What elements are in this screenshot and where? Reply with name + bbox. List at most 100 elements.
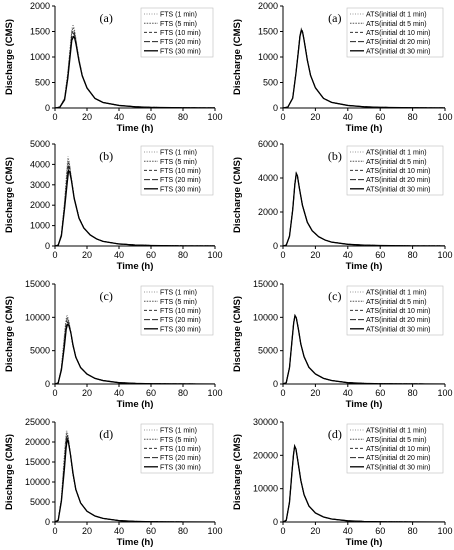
x-axis-label: Time (h) [117,261,154,272]
y-tick-label: 0 [45,103,50,113]
legend-entry: FTS (20 min) [160,177,201,184]
x-tick-label: 100 [437,250,452,260]
x-tick-label: 40 [114,250,124,260]
series-line-5 [283,443,445,522]
y-tick-label: 2000 [30,1,50,11]
legend-entry: ATS(initial dt 5 min) [366,299,427,306]
x-axis-label: Time (h) [346,537,383,548]
legend-entry: FTS (20 min) [160,455,201,462]
legend-entry: FTS (5 min) [160,21,197,28]
x-tick-label: 0 [52,112,57,122]
legend-entry: ATS(initial dt 20 min) [366,39,430,46]
y-tick-label: 1000 [30,52,50,62]
y-tick-label: 2000 [30,200,50,210]
legend-entry: ATS(initial dt 30 min) [366,326,430,333]
y-tick-label: 1500 [258,27,278,37]
x-tick-label: 80 [178,388,188,398]
legend-entry: ATS(initial dt 5 min) [366,437,427,444]
series-line-5 [283,28,445,108]
x-tick-label: 60 [146,112,156,122]
x-tick-label: 20 [310,388,320,398]
legend-entry: ATS(initial dt 20 min) [366,455,430,462]
legend-entry: ATS(initial dt 5 min) [366,159,427,166]
x-tick-label: 0 [280,112,285,122]
y-axis-label: Discharge (CMS) [4,19,15,95]
legend-entry: ATS(initial dt 10 min) [366,168,430,175]
x-axis-label: Time (h) [346,399,383,410]
x-axis-label: Time (h) [117,123,154,134]
x-tick-label: 0 [280,388,285,398]
legend-entry: ATS(initial dt 10 min) [366,308,430,315]
y-axis-label: Discharge (CMS) [232,19,243,95]
y-tick-label: 5000 [30,497,50,507]
x-tick-label: 100 [207,388,222,398]
x-tick-label: 20 [310,526,320,536]
series-line-5 [55,35,215,108]
y-tick-label: 0 [273,379,278,389]
x-tick-label: 40 [114,388,124,398]
y-tick-label: 0 [273,103,278,113]
legend-entry: FTS (30 min) [160,326,201,333]
x-tick-label: 20 [310,250,320,260]
legend-entry: FTS (1 min) [160,428,197,435]
y-tick-label: 0 [273,517,278,527]
x-tick-label: 60 [146,250,156,260]
x-tick-label: 0 [52,250,57,260]
x-tick-label: 80 [408,250,418,260]
panel-label: (b) [328,149,342,163]
legend-entry: FTS (10 min) [160,308,201,315]
y-tick-label: 30000 [253,417,278,427]
y-tick-label: 4000 [258,173,278,183]
y-tick-label: 500 [35,78,50,88]
legend-entry: FTS (5 min) [160,299,197,306]
panel-label: (c) [328,289,341,303]
x-tick-label: 80 [178,112,188,122]
x-tick-label: 0 [280,526,285,536]
x-tick-label: 20 [82,250,92,260]
legend-entry: FTS (1 min) [160,290,197,297]
y-tick-label: 15000 [25,279,50,289]
x-axis-label: Time (h) [346,123,383,134]
x-tick-label: 20 [82,388,92,398]
x-tick-label: 80 [408,526,418,536]
legend-entry: ATS(initial dt 1 min) [366,290,427,297]
chart-panel-2: 0 500 1000 1500 2000 0 20 40 60 80 100 Time (h) Disc… [232,1,453,134]
x-tick-label: 0 [52,526,57,536]
x-tick-label: 100 [207,250,222,260]
y-axis-label: Discharge (CMS) [232,157,243,233]
y-axis-label: Discharge (CMS) [4,296,15,372]
panel-label: (a) [328,11,341,25]
x-axis-label: Time (h) [346,261,383,272]
legend-entry: ATS(initial dt 20 min) [366,177,430,184]
x-axis-label: Time (h) [117,537,154,548]
y-tick-label: 0 [45,379,50,389]
x-tick-label: 60 [375,112,385,122]
x-tick-label: 40 [114,112,124,122]
x-tick-label: 100 [437,526,452,536]
x-tick-label: 0 [280,250,285,260]
y-tick-label: 500 [263,78,278,88]
legend-entry: FTS (30 min) [160,464,201,471]
legend-entry: ATS(initial dt 30 min) [366,464,430,471]
chart-panel-7: 0 5000 10000 15000 20000 25000 0 20 40 60 80 100 Tim… [4,417,223,548]
legend-box [140,423,214,474]
y-axis-label: Discharge (CMS) [232,296,243,372]
legend-entry: ATS(initial dt 10 min) [366,30,430,37]
y-tick-label: 4000 [30,159,50,169]
series-line-5 [55,168,215,246]
legend-entry: FTS (1 min) [160,12,197,19]
series-line-5 [283,313,445,384]
x-tick-label: 80 [408,112,418,122]
y-tick-label: 20000 [25,437,50,447]
panel-label: (a) [100,11,113,25]
x-tick-label: 100 [207,112,222,122]
y-tick-label: 2000 [258,1,278,11]
x-tick-label: 0 [52,388,57,398]
legend-entry: FTS (5 min) [160,159,197,166]
legend-entry: ATS(initial dt 1 min) [366,428,427,435]
x-tick-label: 100 [437,112,452,122]
x-tick-label: 80 [178,526,188,536]
x-tick-label: 40 [343,112,353,122]
legend-box [140,7,214,58]
series-line-5 [55,323,215,384]
